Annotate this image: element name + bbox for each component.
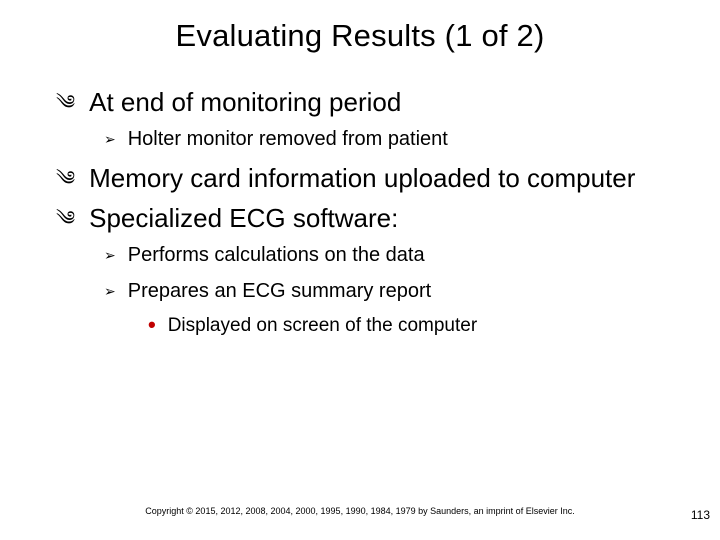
dot-marker-icon: • [148,314,156,336]
list-item: ༄ Specialized ECG software: [56,202,672,236]
bullet-text: Specialized ECG software: [89,202,398,234]
list-item: • Displayed on screen of the computer [148,314,672,338]
list-item: ➢ Prepares an ECG summary report [104,278,672,304]
arrow-marker-icon: ➢ [104,126,116,152]
copyright-text: Copyright © 2015, 2012, 2008, 2004, 2000… [0,506,720,516]
list-item: ➢ Performs calculations on the data [104,242,672,268]
bullet-marker-icon: ༄ [56,86,75,120]
arrow-marker-icon: ➢ [104,242,116,268]
list-item: ༄ Memory card information uploaded to co… [56,162,672,196]
slide-title: Evaluating Results (1 of 2) [48,18,672,54]
arrow-marker-icon: ➢ [104,278,116,304]
bullet-text: Holter monitor removed from patient [128,126,448,152]
bullet-marker-icon: ༄ [56,162,75,196]
page-number: 113 [691,508,710,522]
bullet-text: Displayed on screen of the computer [168,314,477,338]
bullet-text: Memory card information uploaded to comp… [89,162,635,194]
slide: Evaluating Results (1 of 2) ༄ At end of … [0,0,720,540]
list-item: ➢ Holter monitor removed from patient [104,126,672,152]
bullet-text: Performs calculations on the data [128,242,425,268]
bullet-text: Prepares an ECG summary report [128,278,431,304]
bullet-marker-icon: ༄ [56,202,75,236]
bullet-text: At end of monitoring period [89,86,401,118]
list-item: ༄ At end of monitoring period [56,86,672,120]
